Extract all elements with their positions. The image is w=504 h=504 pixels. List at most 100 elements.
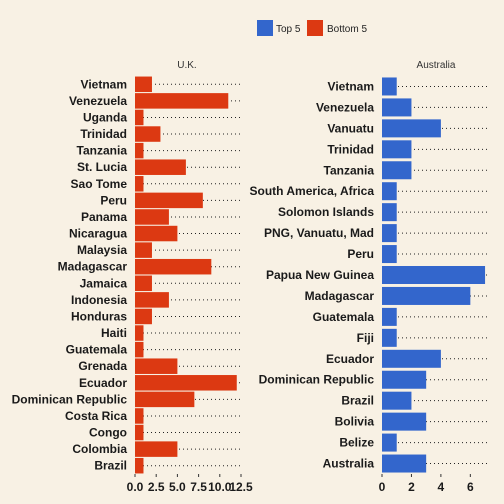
category-label: Peru (347, 247, 374, 261)
category-label: Tanzania (324, 163, 375, 177)
panel-title-uk: U.K. (177, 60, 196, 71)
category-label: Trinidad (80, 127, 127, 141)
bar (382, 98, 412, 117)
category-label: Guatemala (66, 343, 128, 357)
category-label: Dominican Republic (259, 373, 375, 387)
bar (135, 225, 178, 242)
bar (135, 209, 169, 225)
bar (135, 391, 195, 408)
category-label: Panama (81, 210, 127, 224)
bar (135, 292, 169, 308)
category-label: Madagascar (305, 289, 375, 303)
bar (135, 441, 178, 457)
bar (382, 349, 441, 368)
category-label: Sao Tome (71, 177, 128, 191)
bar (382, 77, 397, 96)
category-label: Costa Rica (65, 409, 127, 423)
category-label: Guatemala (313, 310, 375, 324)
bar (135, 275, 152, 292)
bar (382, 307, 397, 326)
tick-label: 12.5 (229, 480, 253, 494)
category-label: Uganda (83, 110, 127, 124)
category-label: Brazil (341, 394, 374, 408)
category-label: Tanzania (77, 144, 128, 158)
category-label: Haiti (101, 326, 127, 340)
legend-swatch-top5 (257, 20, 273, 36)
bar (382, 224, 397, 243)
panel-title-australia: Australia (417, 60, 456, 71)
bar (382, 328, 397, 347)
category-label: Trinidad (327, 142, 374, 156)
bar (135, 126, 161, 142)
bar (382, 140, 412, 159)
bar (135, 308, 152, 325)
bar (382, 266, 486, 284)
category-label: Grenada (78, 359, 127, 373)
category-label: Venezuela (69, 94, 127, 108)
legend: Top 5 Bottom 5 (257, 20, 367, 36)
category-label: Fiji (357, 331, 374, 345)
tick-label: 4 (438, 480, 445, 494)
category-label: South America, Africa (250, 184, 375, 198)
bar (135, 358, 178, 374)
tick-label: 2.5 (148, 480, 165, 494)
bar (382, 391, 412, 410)
bar (135, 457, 144, 474)
category-label: St. Lucia (77, 160, 127, 174)
legend-label-top5: Top 5 (276, 24, 301, 35)
bar (382, 182, 397, 201)
bar (382, 286, 471, 305)
category-label: Australia (323, 457, 375, 471)
legend-label-bottom5: Bottom 5 (327, 24, 367, 35)
category-label: Congo (89, 426, 127, 440)
category-label: Honduras (71, 309, 127, 323)
bar (135, 341, 144, 358)
bar (135, 142, 144, 159)
tick-label: 0.0 (127, 480, 144, 494)
tick-label: 10.0 (208, 480, 232, 494)
category-label: Colombia (72, 442, 127, 456)
category-label: Venezuela (316, 100, 374, 114)
bar (135, 192, 203, 209)
category-label: Solomon Islands (278, 205, 374, 219)
bar (135, 258, 212, 275)
category-label: Jamaica (80, 276, 128, 290)
bar (382, 245, 397, 264)
bar (135, 76, 152, 93)
bar (382, 412, 427, 431)
bar (382, 119, 441, 138)
category-label: PNG, Vanuatu, Mad (264, 226, 374, 240)
category-label: Brazil (94, 459, 127, 473)
category-label: Ecuador (326, 352, 374, 366)
bar (382, 433, 397, 452)
bar (135, 176, 144, 192)
bar (382, 203, 397, 222)
bar (135, 408, 144, 424)
tick-label: 7.5 (190, 480, 207, 494)
bar (135, 424, 144, 441)
category-label: Peru (100, 193, 127, 207)
category-label: Papua New Guinea (266, 268, 374, 282)
panel-uk: Vietnam Venezuela Uganda Trinidad Tanzania St… (12, 76, 253, 494)
bar (135, 242, 152, 258)
bar (135, 109, 144, 126)
bar (382, 370, 427, 389)
category-label: Bolivia (335, 415, 375, 429)
bar (135, 93, 229, 109)
bar (382, 161, 412, 180)
category-label: Malaysia (77, 243, 127, 257)
category-label: Madagascar (58, 260, 128, 274)
bar (382, 454, 427, 473)
category-label: Vietnam (81, 77, 127, 91)
bar (135, 159, 186, 175)
legend-swatch-bottom5 (307, 20, 323, 36)
tick-label: 2 (408, 480, 415, 494)
panel-australia: Vietnam Venezuela Vanuatu Trinidad Tanzania S… (250, 77, 488, 494)
category-label: Ecuador (79, 376, 127, 390)
category-label: Vanuatu (327, 121, 374, 135)
tick-label: 5.0 (169, 480, 186, 494)
bar (135, 325, 144, 341)
tick-label: 6 (467, 480, 474, 494)
bar (135, 375, 237, 391)
